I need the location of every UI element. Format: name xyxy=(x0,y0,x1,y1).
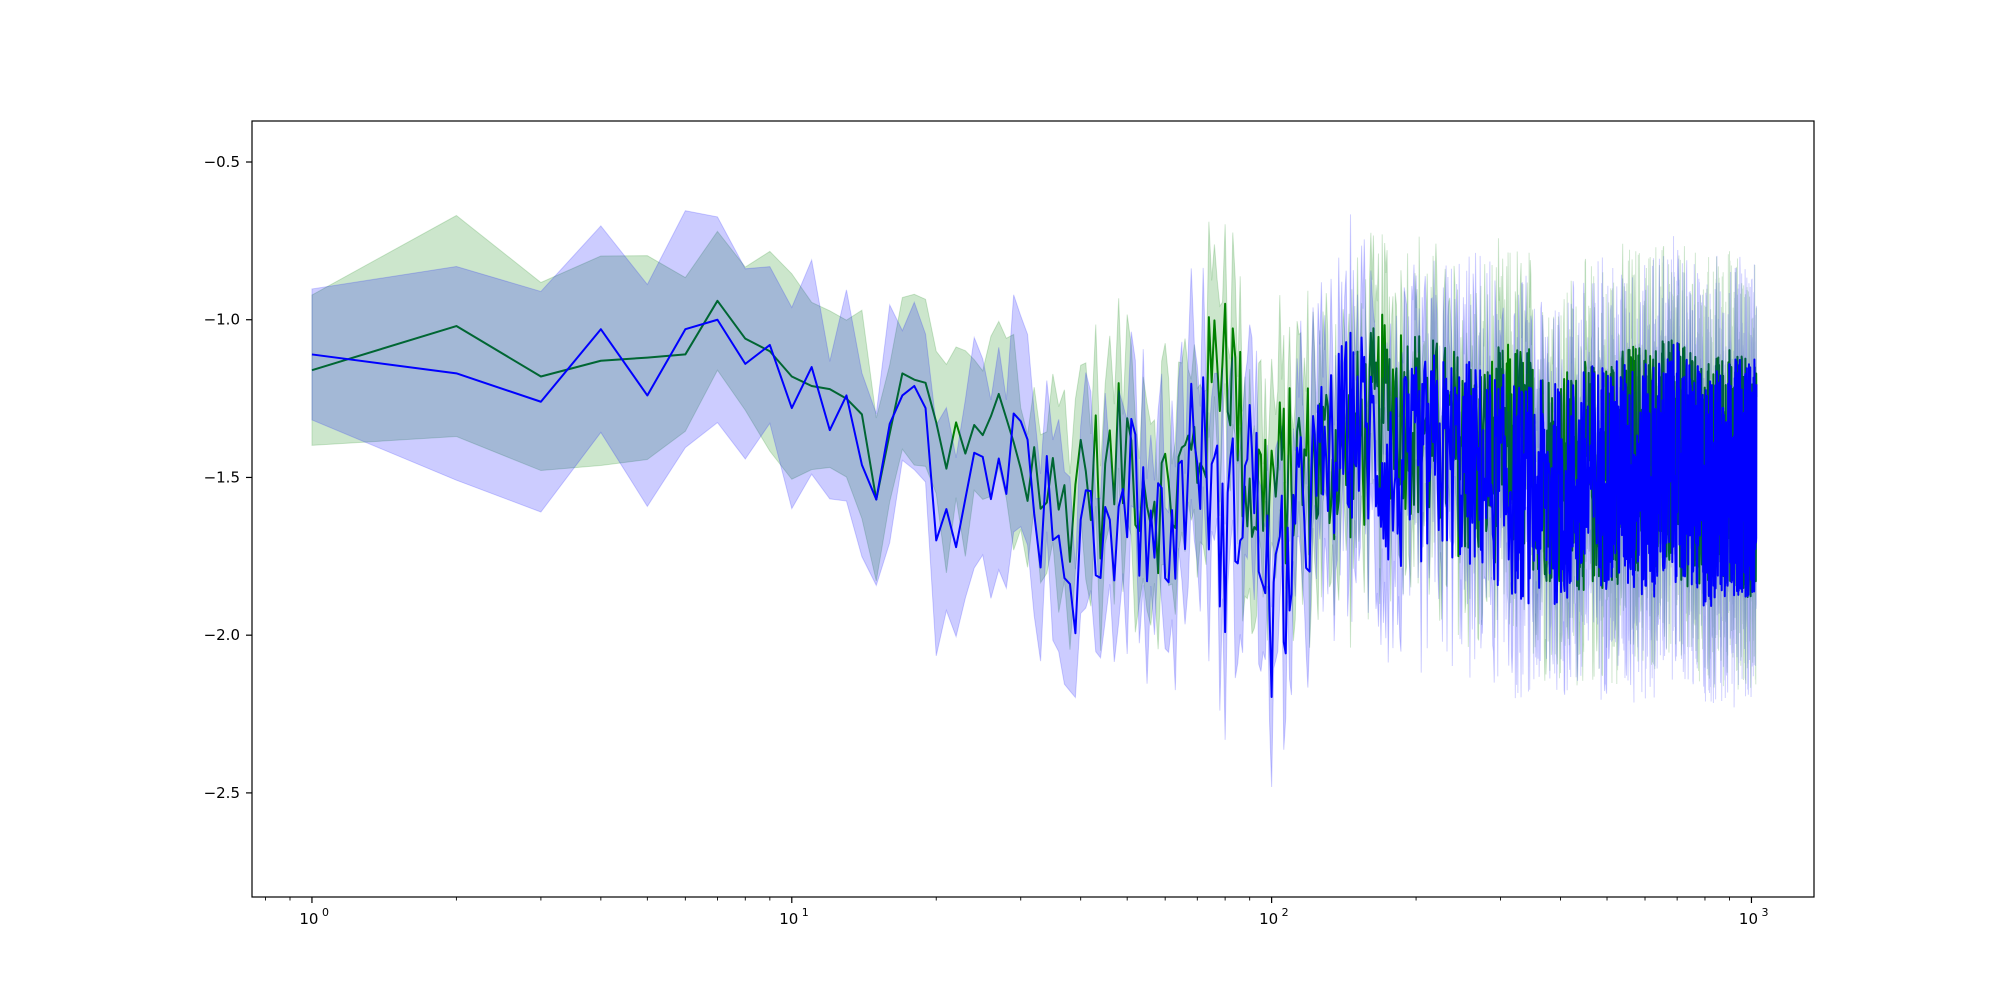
series-2-line xyxy=(311,318,1758,699)
x-tick-label: 10 xyxy=(299,910,318,928)
y-tick-label: −0.5 xyxy=(204,153,240,171)
series-2 xyxy=(311,210,1758,787)
y-tick-label: −1.0 xyxy=(204,311,240,329)
series-layer xyxy=(311,210,1758,787)
x-tick-label: 10 xyxy=(779,910,798,928)
plot-area-frame xyxy=(251,120,1815,898)
y-tick-label: −1.5 xyxy=(204,468,240,486)
axes-layer: −0.5−1.0−1.5−2.0−2.510 0 10 1 10 2 10 3 xyxy=(204,153,1769,928)
x-tick-exponent: 3 xyxy=(1761,906,1768,919)
x-tick-exponent: 1 xyxy=(802,906,809,919)
y-tick-label: −2.0 xyxy=(204,626,240,644)
x-tick-label: 10 xyxy=(1259,910,1278,928)
x-tick-exponent: 2 xyxy=(1282,906,1289,919)
x-tick-exponent: 0 xyxy=(322,906,329,919)
y-tick-label: −2.5 xyxy=(204,784,240,802)
x-tick-label: 10 xyxy=(1739,910,1758,928)
